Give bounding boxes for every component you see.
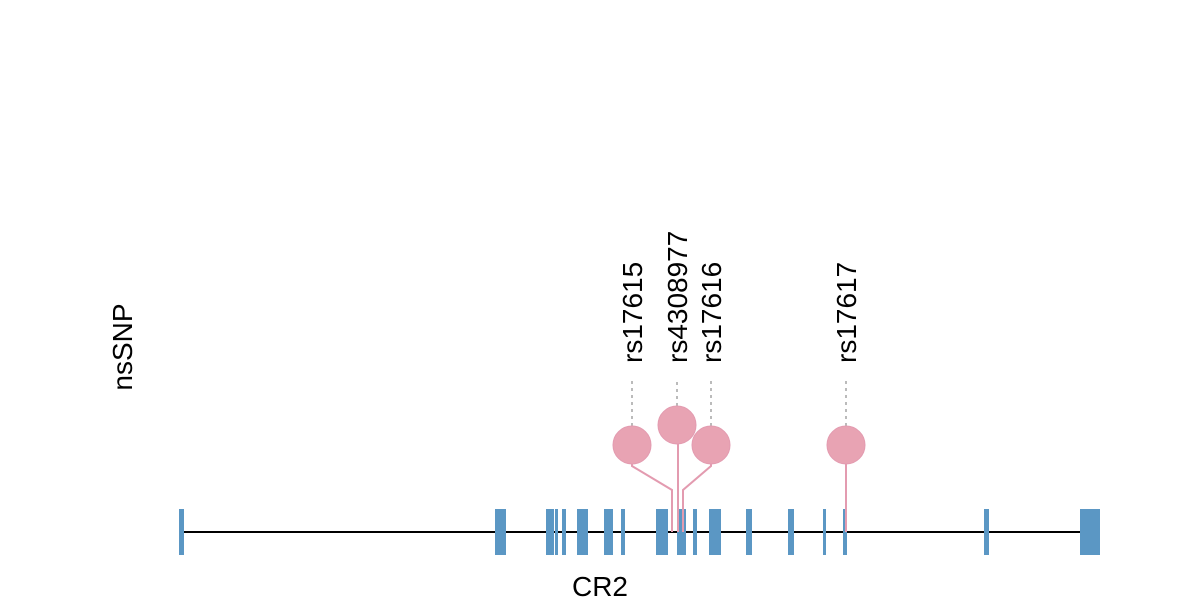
snp-guides <box>631 380 847 426</box>
gene-label: CR2 <box>572 571 628 600</box>
exon <box>1080 509 1100 555</box>
exon <box>709 509 721 555</box>
exon <box>555 509 558 555</box>
exon <box>621 509 625 555</box>
exons <box>179 509 1100 555</box>
exon <box>984 509 989 555</box>
snp-head <box>657 405 697 445</box>
snp-heads <box>612 405 866 465</box>
snp-head <box>612 425 652 465</box>
exon <box>495 509 506 555</box>
exon <box>577 509 588 555</box>
exon <box>604 509 613 555</box>
exon <box>546 509 554 555</box>
exon <box>788 509 794 555</box>
snp-label: rs17615 <box>617 262 648 363</box>
snp-labels: rs17615 rs4308977 rs17616 rs17617 <box>617 231 862 363</box>
exon <box>693 509 697 555</box>
snp-label: rs17616 <box>696 262 727 363</box>
exon <box>677 509 686 555</box>
snp-head <box>826 425 866 465</box>
snp-label: rs4308977 <box>662 231 693 363</box>
snp-label: rs17617 <box>831 262 862 363</box>
exon <box>823 509 826 555</box>
exon <box>562 509 566 555</box>
exon <box>656 509 668 555</box>
snp-head <box>691 425 731 465</box>
track-label: nsSNP <box>107 303 138 390</box>
exon <box>179 509 184 555</box>
exon <box>746 509 752 555</box>
